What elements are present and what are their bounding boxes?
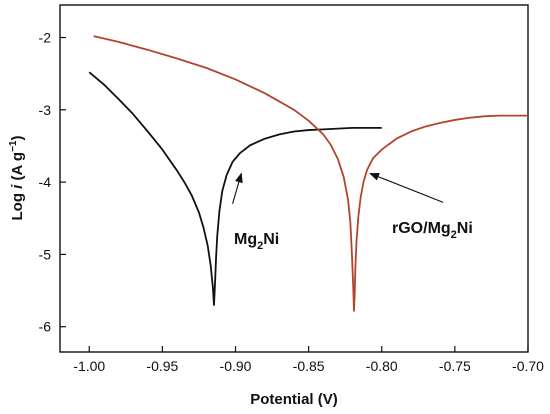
plot-frame: [59, 4, 529, 353]
annotation-layer: Mg2Ni rGO/Mg2Ni: [232, 172, 473, 252]
x-tick-label: -1.00: [73, 358, 105, 374]
x-tick-label: -0.90: [220, 358, 252, 374]
series-layer: [88, 35, 528, 312]
y-tick-label: -6: [39, 319, 52, 335]
series-line-mg2ni: [88, 71, 382, 306]
x-axis-ticks: -1.00 -0.95 -0.90 -0.85 -0.80 -0.75 -0.70: [73, 346, 544, 374]
x-axis-title: Potential (V): [250, 391, 338, 408]
y-axis-title-exponent: −1: [8, 140, 19, 152]
y-axis-title-i: i: [9, 184, 26, 189]
y-tick-label: -3: [39, 102, 52, 118]
annotation-arrow: [232, 172, 243, 204]
x-tick-label: -0.95: [146, 358, 178, 374]
series-line-rgo-mg2ni: [93, 35, 528, 312]
x-tick-label: -0.70: [512, 358, 544, 374]
y-axis-title: Log i (A g−1): [8, 135, 26, 220]
y-tick-label: -5: [39, 246, 52, 262]
y-tick-label: -4: [39, 174, 52, 190]
y-axis-title-log: Log: [9, 189, 26, 221]
annotation-arrow: [369, 172, 444, 203]
y-tick-label: -2: [39, 30, 52, 46]
y-axis-ticks: -6 -5 -4 -3 -2: [39, 30, 66, 335]
x-tick-label: -0.80: [366, 358, 398, 374]
y-axis-title-unit: (A g: [9, 152, 26, 185]
label-mg2ni: Mg2Ni: [234, 231, 279, 252]
label-rgo-mg2ni: rGO/Mg2Ni: [392, 220, 473, 241]
y-axis-title-close: ): [9, 135, 26, 140]
x-tick-label: -0.85: [293, 358, 325, 374]
x-tick-label: -0.75: [439, 358, 471, 374]
